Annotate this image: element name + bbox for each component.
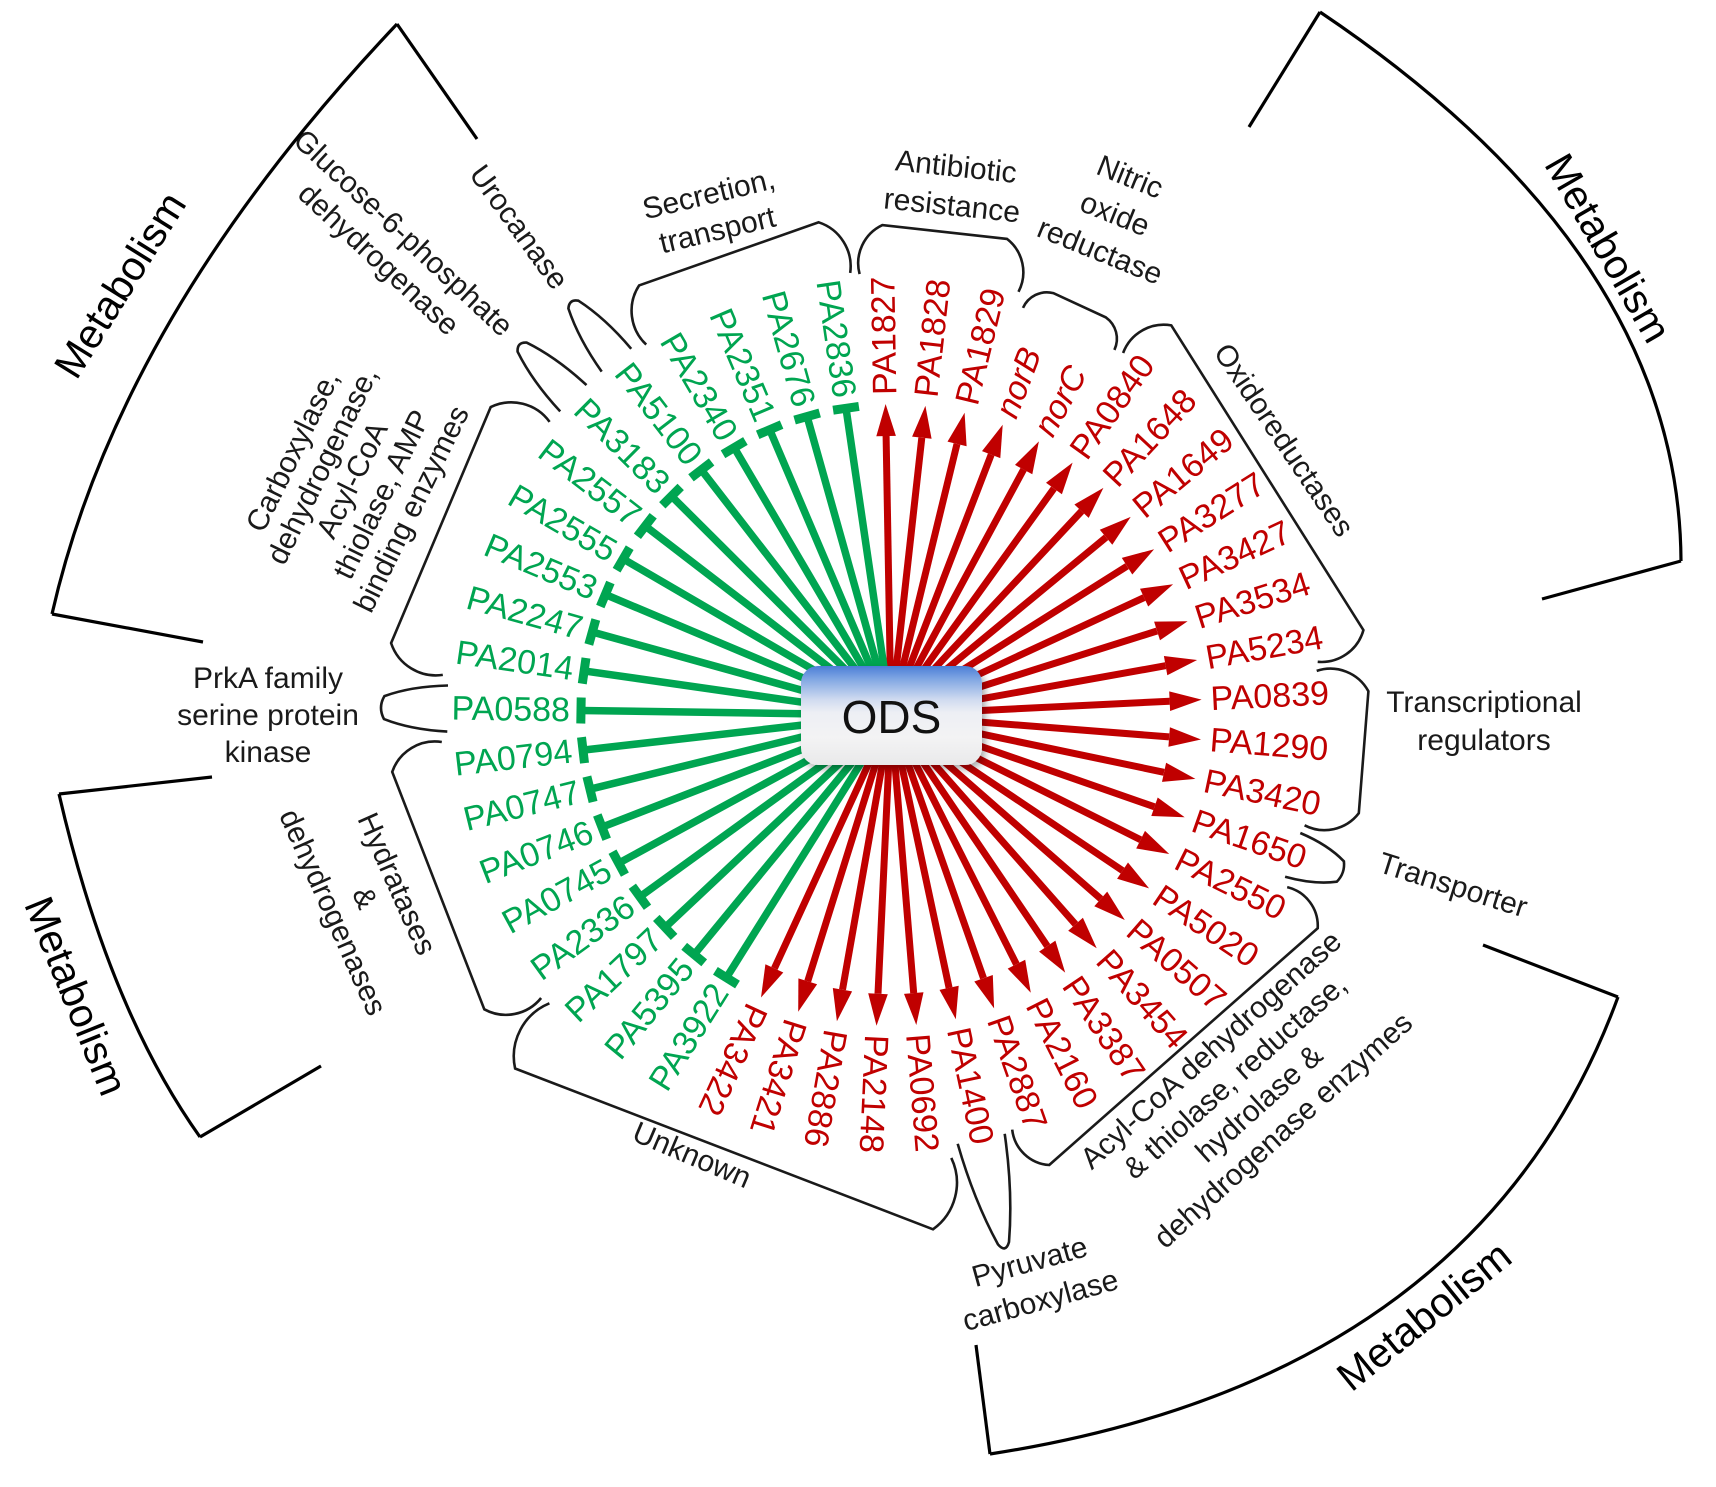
svg-text:ODS: ODS	[842, 691, 942, 743]
svg-text:PA1827: PA1827	[864, 276, 904, 395]
svg-text:PA2148: PA2148	[852, 1034, 895, 1154]
svg-text:PA0588: PA0588	[451, 690, 570, 730]
svg-text:PA0839: PA0839	[1210, 674, 1330, 718]
